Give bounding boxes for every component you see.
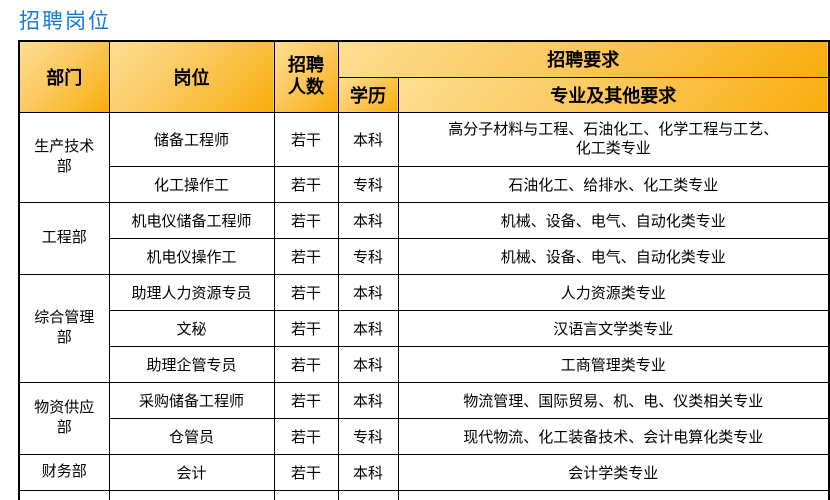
cell-education: 专科 (337, 165, 399, 203)
cell-major: 会计学类专业 (397, 453, 830, 491)
cell-major (397, 489, 830, 500)
table-row: 财务部 会计 若干 本科 会计学类专业 (18, 453, 830, 491)
department-label: 物资供应部 (34, 398, 95, 436)
table-row: 仓管员 若干 专科 现代物流、化工装备技术、会计电算化类专业 (19, 417, 830, 455)
cell-education: 本科 (337, 345, 399, 383)
cell-headcount: 若干 (273, 273, 339, 311)
recruitment-table: 部门 岗位 招聘人数 招聘要求 学历 专业及其他要求 生产技术部 储备工程师 若… (18, 40, 830, 500)
cell-education: 本科 (337, 309, 399, 347)
header-row-1: 部门 岗位 招聘人数 招聘要求 (18, 40, 830, 113)
cell-major: 高分子材料与工程、石油化工、化学工程与工艺、化工类专业 (397, 111, 830, 167)
cell-department: 工程部 (18, 201, 110, 275)
cell-education: 专科 (337, 417, 399, 455)
table-row: 助理企管专员 若干 本科 工商管理类专业 (19, 345, 830, 383)
cell-department (18, 489, 110, 500)
cell-education: 本科 (337, 453, 399, 491)
cell-major: 机械、设备、电气、自动化类专业 (397, 201, 830, 239)
cell-education: 本科 (337, 111, 399, 167)
cell-education (337, 489, 399, 500)
cell-position: 仓管员 (108, 417, 275, 455)
department-label: 综合管理部 (34, 308, 95, 346)
cell-position: 机电仪储备工程师 (108, 201, 275, 239)
cell-department: 物资供应部 (18, 381, 110, 455)
cell-headcount: 若干 (273, 111, 339, 167)
cell-headcount: 若干 (273, 201, 339, 239)
cell-department: 生产技术部 (18, 111, 110, 203)
cell-major: 工商管理类专业 (397, 345, 830, 383)
col-header-department: 部门 (18, 40, 110, 113)
cell-headcount: 若干 (273, 237, 339, 275)
cell-position: 采购储备工程师 (108, 381, 275, 419)
page-title: 招聘岗位 (19, 10, 111, 33)
cell-major: 石油化工、给排水、化工类专业 (397, 165, 830, 203)
cell-major: 汉语言文学类专业 (397, 309, 830, 347)
cell-position: 文秘 (108, 309, 275, 347)
cell-education: 本科 (337, 381, 399, 419)
cell-position: 助理企管专员 (108, 345, 275, 383)
col-header-education: 学历 (337, 76, 399, 113)
cell-education: 本科 (337, 273, 399, 311)
table-row: 机电仪操作工 若干 专科 机械、设备、电气、自动化类专业 (19, 237, 830, 275)
cell-position (108, 489, 275, 500)
table-row: 物资供应部 采购储备工程师 若干 本科 物流管理、国际贸易、机、电、仪类相关专业 (18, 381, 830, 455)
header-row-2: 学历 专业及其他要求 (19, 76, 830, 113)
col-header-position: 岗位 (108, 40, 275, 113)
department-label: 财务部 (41, 462, 87, 480)
table-row: 文秘 若干 本科 汉语言文学类专业 (19, 309, 830, 347)
cell-position: 会计 (108, 453, 275, 491)
col-header-headcount-label: 招聘人数 (288, 55, 324, 97)
cell-headcount: 若干 (273, 381, 339, 419)
table-row-partial (18, 489, 830, 500)
cell-headcount: 若干 (273, 165, 339, 203)
cell-headcount (273, 489, 339, 500)
col-header-major: 专业及其他要求 (397, 76, 830, 113)
department-label: 工程部 (41, 228, 87, 246)
cell-education: 本科 (337, 201, 399, 239)
cell-headcount: 若干 (273, 309, 339, 347)
col-header-requirements: 招聘要求 (337, 40, 830, 78)
cell-headcount: 若干 (273, 345, 339, 383)
cell-major: 机械、设备、电气、自动化类专业 (397, 237, 830, 275)
cell-major: 人力资源类专业 (397, 273, 830, 311)
cell-headcount: 若干 (273, 453, 339, 491)
major-label: 高分子材料与工程、石油化工、化学工程与工艺、化工类专业 (448, 120, 779, 158)
cell-position: 化工操作工 (108, 165, 275, 203)
cell-major: 现代物流、化工装备技术、会计电算化类专业 (397, 417, 830, 455)
table-row: 化工操作工 若干 专科 石油化工、给排水、化工类专业 (19, 165, 830, 203)
cell-position: 储备工程师 (108, 111, 275, 167)
department-label: 生产技术部 (34, 137, 95, 175)
table-row: 综合管理部 助理人力资源专员 若干 本科 人力资源类专业 (18, 273, 830, 383)
cell-headcount: 若干 (273, 417, 339, 455)
cell-education: 专科 (337, 237, 399, 275)
cell-position: 助理人力资源专员 (108, 273, 275, 311)
table-row: 工程部 机电仪储备工程师 若干 本科 机械、设备、电气、自动化类专业 (18, 201, 830, 275)
table-row: 生产技术部 储备工程师 若干 本科 高分子材料与工程、石油化工、化学工程与工艺、… (18, 111, 830, 203)
cell-department: 综合管理部 (18, 273, 110, 383)
cell-position: 机电仪操作工 (108, 237, 275, 275)
cell-major: 物流管理、国际贸易、机、电、仪类相关专业 (397, 381, 830, 419)
col-header-headcount: 招聘人数 (273, 40, 339, 113)
cell-department: 财务部 (18, 453, 110, 491)
